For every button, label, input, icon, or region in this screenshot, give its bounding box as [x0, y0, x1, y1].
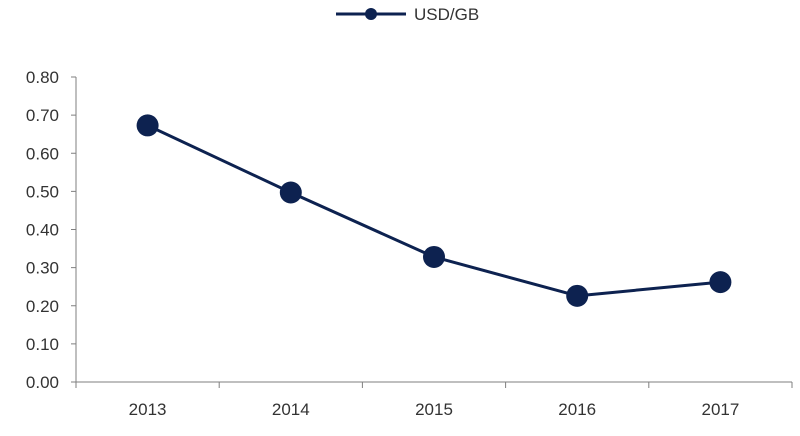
- y-tick-label: 0.80: [26, 68, 59, 87]
- y-tick-label: 0.70: [26, 106, 59, 125]
- data-point: [566, 284, 589, 307]
- y-tick-label: 0.40: [26, 221, 59, 240]
- legend-marker-swatch: [365, 8, 377, 20]
- x-tick-label: 2017: [701, 400, 739, 419]
- x-tick-label: 2015: [415, 400, 453, 419]
- y-tick-label: 0.50: [26, 182, 59, 201]
- y-tick-label: 0.20: [26, 297, 59, 316]
- legend-label: USD/GB: [414, 5, 479, 24]
- axes: 0.00 0.10 0.20 0.30 0.40 0.50 0.60 0.70 0.80 2013…: [26, 68, 793, 419]
- legend: USD/GB: [336, 5, 479, 24]
- data-point: [709, 271, 732, 294]
- x-tick-label: 2016: [558, 400, 596, 419]
- data-point: [423, 245, 445, 268]
- plot-area: [136, 114, 732, 307]
- x-tick-label: 2014: [272, 400, 310, 419]
- y-tick-label: 0.00: [26, 373, 59, 392]
- x-tick-label: 2013: [129, 400, 167, 419]
- series-line: [146, 124, 721, 298]
- data-point: [136, 114, 159, 137]
- y-tick-label: 0.10: [26, 335, 59, 354]
- y-tick-label: 0.60: [26, 144, 59, 163]
- data-point: [279, 181, 302, 204]
- y-tick-label: 0.30: [26, 259, 59, 278]
